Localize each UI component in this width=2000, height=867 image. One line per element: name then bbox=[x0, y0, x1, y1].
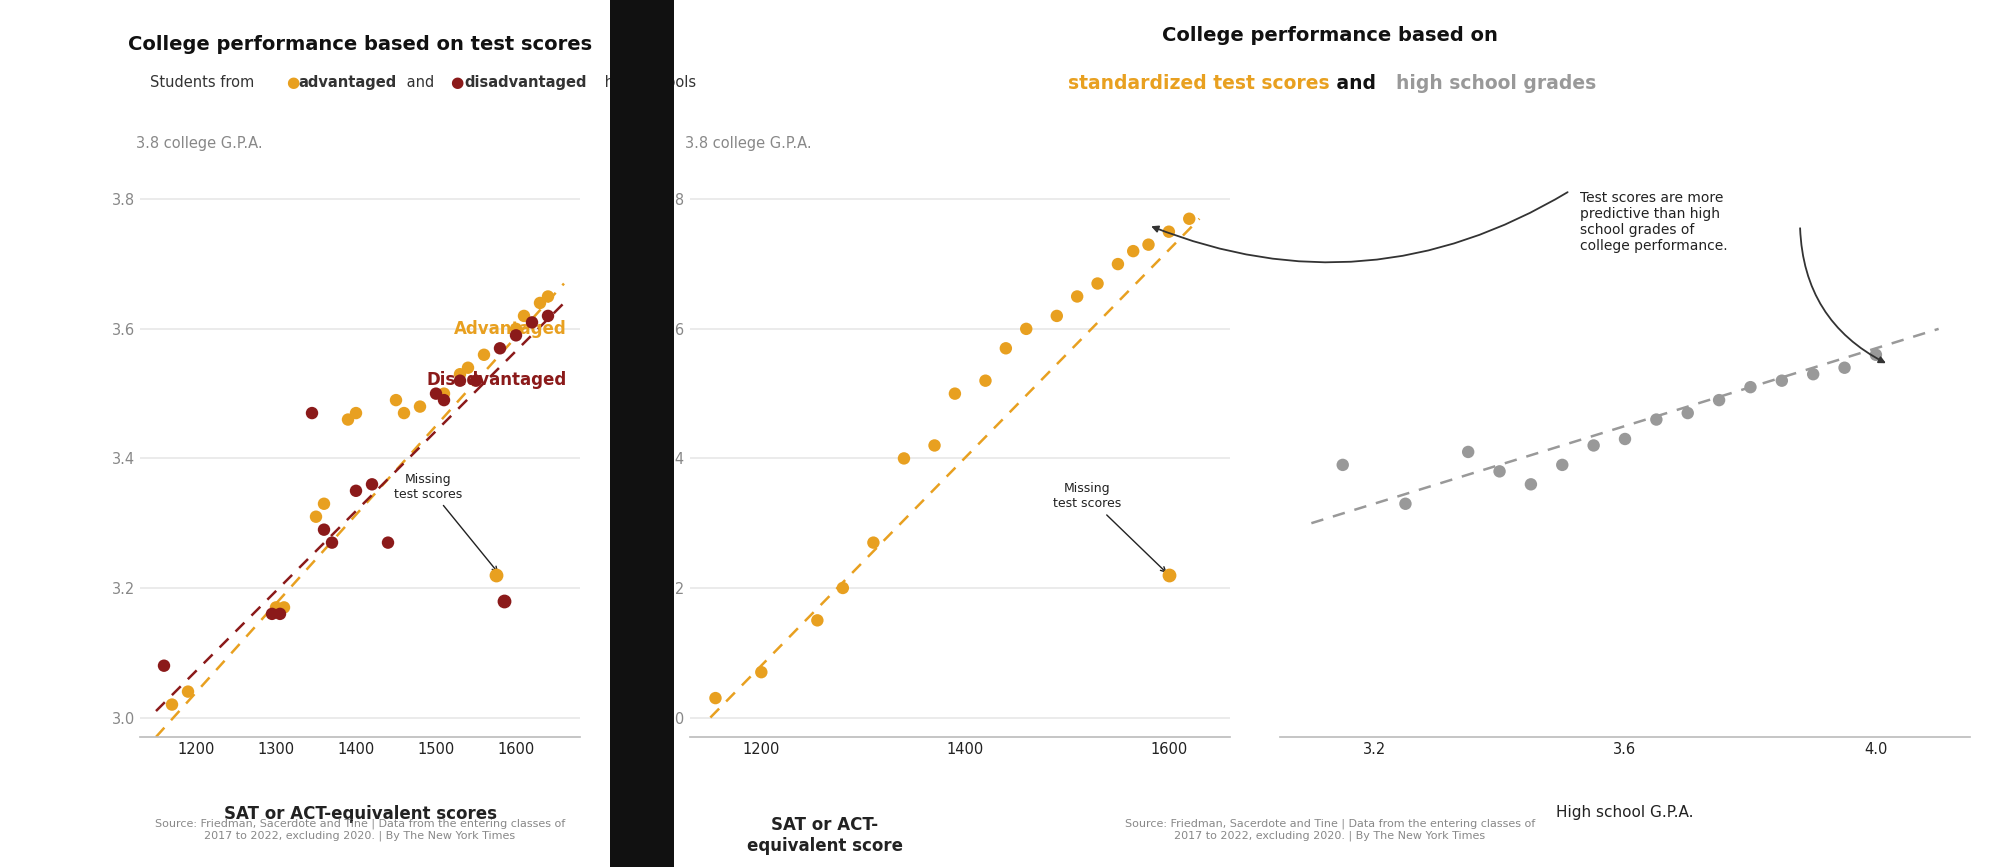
Text: Source: Friedman, Sacerdote and Tine | Data from the entering classes of
2017 to: Source: Friedman, Sacerdote and Tine | D… bbox=[154, 818, 566, 841]
Point bbox=[516, 316, 548, 329]
Point bbox=[1704, 393, 1736, 407]
Point bbox=[308, 497, 340, 511]
Text: Students from: Students from bbox=[150, 75, 258, 90]
Text: and: and bbox=[402, 75, 438, 90]
Text: and: and bbox=[1330, 74, 1382, 93]
Point bbox=[488, 594, 520, 608]
Point bbox=[918, 439, 950, 453]
Point bbox=[500, 329, 532, 342]
Text: Source: Friedman, Sacerdote and Tine | Data from the entering classes of
2017 to: Source: Friedman, Sacerdote and Tine | D… bbox=[1124, 818, 1536, 841]
Text: Missing
test scores: Missing test scores bbox=[394, 473, 498, 571]
Point bbox=[340, 484, 372, 498]
Point bbox=[268, 601, 300, 615]
Point bbox=[1010, 322, 1042, 336]
Text: ●: ● bbox=[450, 75, 464, 90]
Point bbox=[888, 452, 920, 466]
Text: Disadvantaged: Disadvantaged bbox=[426, 370, 566, 388]
Point bbox=[1132, 238, 1164, 251]
Point bbox=[532, 309, 564, 323]
Point bbox=[332, 413, 364, 427]
Point bbox=[1860, 348, 1892, 362]
Point bbox=[372, 536, 404, 550]
Text: College performance based on test scores: College performance based on test scores bbox=[128, 35, 592, 54]
Point bbox=[1326, 458, 1358, 472]
Point bbox=[444, 368, 476, 381]
Text: 3.8 college G.P.A.: 3.8 college G.P.A. bbox=[684, 136, 812, 151]
Point bbox=[532, 290, 564, 303]
Text: ●: ● bbox=[286, 75, 300, 90]
Point bbox=[256, 607, 288, 621]
Point bbox=[1672, 406, 1704, 420]
Text: SAT or ACT-
equivalent score: SAT or ACT- equivalent score bbox=[748, 816, 904, 855]
Point bbox=[340, 406, 372, 420]
Text: College performance based on: College performance based on bbox=[1162, 26, 1498, 45]
Text: 3.8 college G.P.A.: 3.8 college G.P.A. bbox=[136, 136, 262, 151]
Point bbox=[428, 387, 460, 401]
Point bbox=[300, 510, 332, 524]
Point bbox=[802, 614, 834, 628]
Point bbox=[1152, 225, 1184, 238]
Point bbox=[484, 342, 516, 355]
Text: Test scores are more
predictive than high
school grades of
college performance.: Test scores are more predictive than hig… bbox=[1580, 191, 1728, 253]
Point bbox=[1608, 432, 1640, 446]
Text: disadvantaged: disadvantaged bbox=[464, 75, 586, 90]
Point bbox=[1484, 465, 1516, 479]
Point bbox=[1798, 368, 1830, 381]
Point bbox=[1040, 309, 1072, 323]
Point bbox=[452, 361, 484, 375]
Point bbox=[480, 568, 512, 582]
Point bbox=[746, 665, 778, 679]
Point bbox=[990, 342, 1022, 355]
Point bbox=[388, 406, 420, 420]
Point bbox=[296, 406, 328, 420]
Point bbox=[826, 581, 858, 595]
Point bbox=[1118, 244, 1150, 258]
Point bbox=[1082, 277, 1114, 290]
Point bbox=[1546, 458, 1578, 472]
Point bbox=[428, 393, 460, 407]
Text: high school grades: high school grades bbox=[1396, 74, 1596, 93]
Point bbox=[308, 523, 340, 537]
Text: SAT or ACT-equivalent scores: SAT or ACT-equivalent scores bbox=[224, 805, 496, 823]
Point bbox=[1452, 445, 1484, 459]
Point bbox=[858, 536, 890, 550]
Point bbox=[1828, 361, 1860, 375]
Point bbox=[404, 400, 436, 414]
Point bbox=[1640, 413, 1672, 427]
Point bbox=[938, 387, 970, 401]
Point bbox=[420, 387, 452, 401]
Point bbox=[500, 322, 532, 336]
Point bbox=[316, 536, 348, 550]
Point bbox=[1766, 374, 1798, 388]
Text: High school G.P.A.: High school G.P.A. bbox=[1556, 805, 1694, 819]
Point bbox=[1174, 212, 1206, 225]
Text: high schools: high schools bbox=[600, 75, 696, 90]
Point bbox=[1734, 381, 1766, 394]
Text: standardized test scores: standardized test scores bbox=[1068, 74, 1330, 93]
Text: Advantaged: Advantaged bbox=[454, 320, 566, 338]
Point bbox=[508, 309, 540, 323]
Point bbox=[1390, 497, 1422, 511]
Point bbox=[356, 478, 388, 492]
Text: Missing
test scores: Missing test scores bbox=[1054, 482, 1166, 572]
Text: advantaged: advantaged bbox=[298, 75, 396, 90]
Point bbox=[172, 685, 204, 699]
Point bbox=[380, 393, 412, 407]
Point bbox=[1578, 439, 1610, 453]
Point bbox=[468, 348, 500, 362]
Point bbox=[700, 691, 732, 705]
Point bbox=[1152, 568, 1184, 582]
Point bbox=[1514, 478, 1546, 492]
Point bbox=[260, 601, 292, 615]
Point bbox=[524, 296, 556, 310]
Point bbox=[444, 374, 476, 388]
Point bbox=[970, 374, 1002, 388]
Point bbox=[1102, 257, 1134, 271]
Point bbox=[460, 374, 492, 388]
Point bbox=[148, 659, 180, 673]
Point bbox=[264, 607, 296, 621]
Point bbox=[156, 698, 188, 712]
Point bbox=[1062, 290, 1094, 303]
